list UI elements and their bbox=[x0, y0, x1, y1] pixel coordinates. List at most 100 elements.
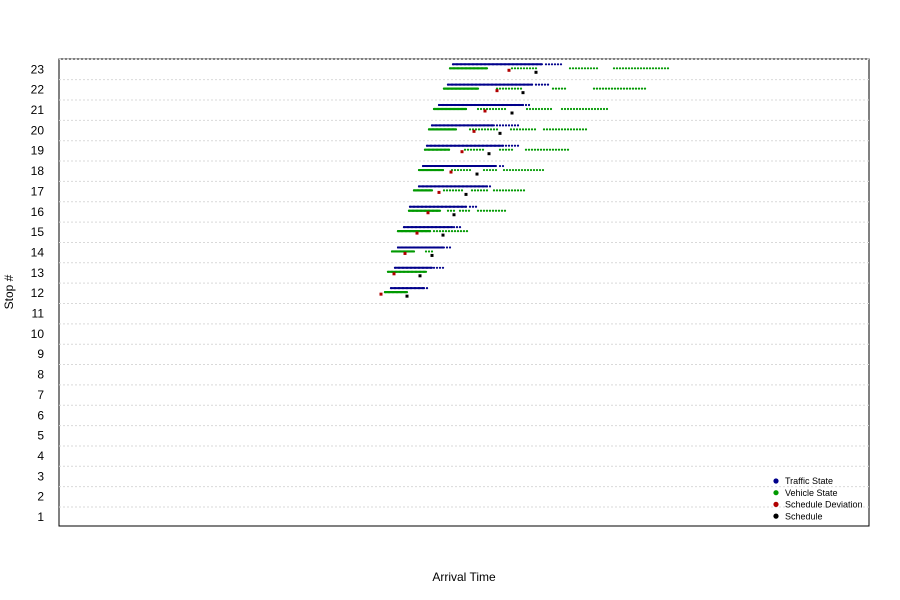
data-point bbox=[444, 230, 448, 233]
data-point bbox=[446, 209, 450, 212]
data-point bbox=[433, 168, 437, 172]
data-point bbox=[519, 67, 523, 70]
data-point bbox=[458, 226, 462, 229]
data-point bbox=[479, 189, 483, 192]
data-points bbox=[379, 63, 670, 298]
data-point bbox=[566, 128, 570, 131]
data-point bbox=[498, 148, 502, 151]
data-point bbox=[446, 226, 450, 229]
data-point bbox=[393, 266, 397, 269]
data-point bbox=[443, 148, 447, 151]
data-point bbox=[495, 189, 499, 192]
data-point bbox=[500, 107, 504, 111]
data-point bbox=[471, 205, 475, 208]
data-point bbox=[422, 270, 426, 273]
data-point bbox=[438, 226, 442, 229]
data-point bbox=[515, 63, 519, 66]
data-point bbox=[461, 209, 465, 212]
data-point bbox=[510, 111, 514, 115]
data-point bbox=[452, 205, 456, 208]
data-point bbox=[408, 246, 412, 249]
data-point bbox=[425, 164, 429, 168]
data-point bbox=[516, 124, 520, 127]
data-point bbox=[461, 164, 465, 168]
data-point bbox=[534, 107, 538, 111]
series-schedule-deviation bbox=[379, 68, 511, 296]
data-point bbox=[498, 131, 502, 135]
data-point bbox=[489, 103, 493, 107]
data-point bbox=[459, 230, 463, 233]
data-point bbox=[476, 189, 480, 192]
data-point bbox=[634, 87, 638, 90]
data-point bbox=[660, 67, 664, 70]
data-point bbox=[451, 63, 455, 66]
data-point bbox=[510, 189, 514, 192]
data-point bbox=[488, 168, 492, 172]
data-point bbox=[457, 144, 461, 147]
data-point bbox=[448, 246, 452, 249]
data-point bbox=[427, 128, 431, 131]
data-point bbox=[457, 164, 461, 168]
data-point bbox=[534, 70, 538, 74]
data-point bbox=[511, 63, 515, 66]
data-point bbox=[427, 148, 431, 151]
data-point bbox=[556, 63, 560, 66]
data-point bbox=[482, 168, 486, 172]
data-point bbox=[420, 189, 424, 192]
data-point bbox=[461, 144, 465, 147]
data-point bbox=[519, 189, 523, 192]
data-point bbox=[503, 63, 507, 66]
data-point bbox=[452, 209, 456, 212]
data-point bbox=[468, 128, 472, 131]
data-point bbox=[473, 185, 477, 188]
data-point bbox=[568, 67, 572, 70]
data-point bbox=[452, 107, 456, 111]
data-point bbox=[587, 107, 591, 111]
data-point bbox=[468, 67, 472, 70]
data-point bbox=[563, 107, 567, 111]
data-point bbox=[471, 63, 475, 66]
data-point bbox=[472, 67, 476, 70]
data-point bbox=[454, 189, 458, 192]
data-point bbox=[554, 148, 558, 151]
data-point bbox=[643, 87, 647, 90]
data-point bbox=[566, 107, 570, 111]
data-point bbox=[464, 205, 468, 208]
data-point bbox=[456, 107, 460, 111]
data-point bbox=[412, 189, 416, 192]
data-point bbox=[510, 148, 514, 151]
data-point bbox=[473, 164, 477, 168]
data-point bbox=[473, 144, 477, 147]
data-point bbox=[417, 185, 421, 188]
data-point bbox=[449, 103, 453, 107]
data-point bbox=[389, 287, 393, 290]
data-point bbox=[544, 63, 548, 66]
data-point bbox=[386, 270, 390, 273]
data-point bbox=[424, 246, 428, 249]
data-point bbox=[494, 168, 498, 172]
plot-area bbox=[58, 58, 870, 527]
data-point bbox=[543, 107, 547, 111]
data-point bbox=[482, 209, 486, 212]
data-point bbox=[548, 148, 552, 151]
data-point bbox=[425, 168, 429, 172]
data-point bbox=[448, 67, 452, 70]
data-point bbox=[488, 185, 492, 188]
data-point bbox=[546, 83, 550, 86]
data-point bbox=[483, 109, 487, 113]
data-point bbox=[429, 185, 433, 188]
data-point bbox=[415, 231, 419, 235]
data-point bbox=[416, 189, 420, 192]
data-point bbox=[516, 67, 520, 70]
data-point bbox=[450, 230, 454, 233]
data-point bbox=[550, 63, 554, 66]
data-point bbox=[434, 226, 438, 229]
data-point bbox=[586, 67, 590, 70]
data-point bbox=[538, 168, 542, 172]
data-point bbox=[560, 107, 564, 111]
data-point bbox=[396, 246, 400, 249]
legend-marker bbox=[773, 501, 779, 507]
data-point bbox=[436, 107, 440, 111]
y-tick-13: 13 bbox=[31, 266, 45, 280]
data-point bbox=[425, 185, 429, 188]
